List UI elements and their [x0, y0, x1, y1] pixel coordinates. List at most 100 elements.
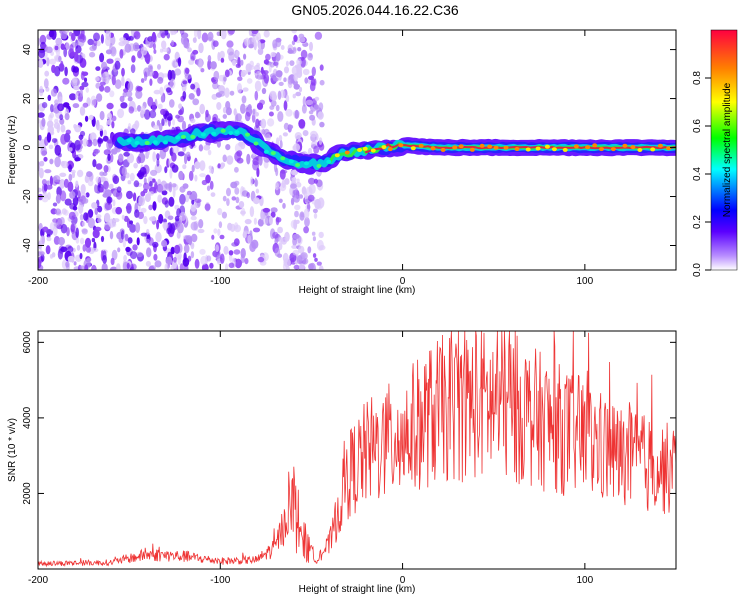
noise-mark	[36, 119, 41, 124]
noise-mark	[254, 91, 258, 101]
noise-mark	[248, 104, 252, 110]
noise-mark	[253, 197, 260, 204]
noise-mark	[55, 145, 62, 156]
noise-mark	[246, 192, 250, 198]
noise-mark	[264, 59, 269, 64]
noise-mark	[254, 218, 257, 225]
y-tick-label: 20	[22, 93, 33, 105]
noise-mark	[314, 258, 318, 262]
noise-mark	[284, 66, 289, 73]
noise-mark	[145, 193, 151, 202]
noise-mark	[152, 242, 158, 248]
noise-mark	[158, 214, 163, 224]
noise-mark	[134, 31, 141, 39]
ridge-mark	[175, 135, 180, 139]
noise-mark	[87, 39, 93, 45]
noise-mark	[153, 49, 156, 54]
noise-mark	[54, 157, 61, 168]
noise-mark	[42, 179, 47, 185]
noise-mark	[225, 70, 230, 78]
noise-mark	[220, 51, 225, 59]
noise-mark	[149, 79, 152, 86]
noise-mark	[117, 109, 124, 119]
noise-mark	[93, 33, 100, 42]
noise-mark	[128, 81, 134, 92]
noise-mark	[167, 116, 173, 120]
noise-mark	[293, 250, 300, 256]
noise-mark	[102, 263, 108, 273]
noise-mark	[217, 229, 220, 236]
noise-mark	[55, 208, 61, 214]
noise-mark	[269, 216, 273, 225]
noise-mark	[104, 189, 111, 197]
noise-mark	[199, 104, 205, 114]
noise-mark	[82, 229, 88, 235]
noise-mark	[73, 206, 78, 211]
noise-mark	[281, 45, 285, 50]
noise-mark	[255, 112, 259, 117]
noise-mark	[156, 153, 160, 160]
noise-mark	[243, 87, 249, 91]
noise-mark	[179, 186, 185, 193]
noise-mark	[275, 182, 279, 190]
noise-mark	[69, 212, 76, 220]
noise-mark	[147, 70, 154, 77]
noise-mark	[110, 231, 113, 239]
noise-mark	[46, 237, 51, 242]
noise-mark	[150, 170, 157, 176]
noise-mark	[207, 186, 210, 192]
noise-mark	[99, 85, 104, 92]
noise-mark	[47, 180, 50, 185]
ridge-mark	[245, 133, 250, 137]
noise-mark	[234, 181, 239, 186]
ridge-mark	[228, 131, 233, 135]
noise-mark	[38, 49, 45, 58]
noise-mark	[141, 233, 148, 237]
noise-mark	[160, 109, 166, 115]
snr-series-line	[38, 331, 676, 566]
noise-mark	[60, 190, 66, 201]
noise-mark	[255, 119, 259, 129]
noise-mark	[149, 181, 153, 187]
noise-mark	[165, 183, 171, 190]
noise-mark	[58, 96, 62, 103]
noise-mark	[288, 75, 294, 85]
spectrogram-marks	[35, 25, 676, 275]
noise-mark	[320, 64, 324, 70]
noise-mark	[293, 234, 300, 239]
noise-mark	[296, 182, 301, 188]
noise-mark	[74, 261, 77, 265]
noise-mark	[43, 157, 47, 162]
colorbar-tick-label: 0.0	[692, 263, 703, 277]
noise-mark	[254, 178, 257, 187]
noise-mark	[263, 208, 270, 213]
noise-mark	[101, 236, 104, 242]
noise-mark	[198, 229, 205, 233]
noise-mark	[106, 49, 112, 54]
noise-mark	[130, 173, 135, 182]
noise-mark	[223, 196, 227, 202]
noise-mark	[68, 181, 74, 192]
noise-mark	[58, 56, 61, 62]
x-tick-label: -100	[210, 276, 230, 287]
noise-mark	[161, 240, 167, 247]
noise-mark	[162, 222, 168, 229]
noise-mark	[166, 228, 171, 234]
noise-mark	[270, 62, 275, 68]
noise-mark	[197, 113, 201, 118]
noise-mark	[244, 258, 248, 264]
ridge-mark	[163, 140, 168, 144]
noise-mark	[241, 70, 247, 76]
noise-mark	[132, 244, 137, 250]
noise-mark	[275, 168, 278, 177]
noise-mark	[130, 264, 137, 271]
noise-mark	[83, 138, 88, 146]
ridge-mark	[181, 135, 186, 139]
noise-mark	[299, 87, 302, 93]
noise-mark	[106, 59, 113, 64]
noise-mark	[190, 118, 195, 123]
noise-mark	[178, 151, 185, 156]
noise-mark	[122, 215, 125, 220]
noise-mark	[303, 130, 309, 136]
noise-mark	[211, 192, 216, 197]
